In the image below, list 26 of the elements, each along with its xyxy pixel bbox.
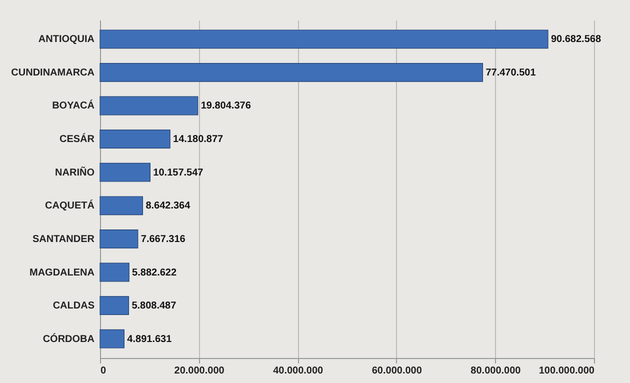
x-tick-label: 0 bbox=[100, 366, 106, 376]
y-tick-label: SANTANDER bbox=[32, 234, 96, 245]
data-label: 10.157.547 bbox=[153, 167, 204, 178]
y-tick-label: CALDAS bbox=[52, 300, 95, 312]
y-tick-label: CUNDINAMARCA bbox=[11, 67, 94, 78]
y-tick-label: BOYACÁ bbox=[52, 100, 94, 112]
x-tick-label: 60.000.000 bbox=[372, 366, 422, 376]
data-label: 14.180.877 bbox=[173, 134, 224, 146]
y-tick-label: NARIÑO bbox=[55, 166, 95, 178]
data-label: 7.667.316 bbox=[140, 234, 186, 245]
y-tick-label: ANTIOQUIA bbox=[38, 34, 94, 46]
x-tick-label: 40.000.000 bbox=[273, 366, 324, 376]
data-label: 4.891.631 bbox=[127, 334, 172, 345]
y-tick-label: CÓRDOBA bbox=[42, 332, 94, 345]
x-tick-label: 100.000.000 bbox=[538, 366, 595, 376]
y-tick-label: MAGDALENA bbox=[30, 267, 94, 278]
data-label: 5.882.622 bbox=[132, 267, 177, 278]
x-tick-label: 80.000.000 bbox=[470, 366, 522, 376]
y-tick-label: CESÁR bbox=[59, 133, 96, 146]
y-tick-label: CAQUETÁ bbox=[45, 200, 94, 212]
data-label: 8.642.364 bbox=[146, 200, 191, 212]
data-label: 90.682.568 bbox=[550, 34, 602, 46]
data-label: 77.470.501 bbox=[486, 67, 536, 78]
data-label: 19.804.376 bbox=[200, 100, 252, 112]
x-tick-label: 20.000.000 bbox=[174, 366, 225, 376]
data-label: 5.808.487 bbox=[132, 300, 177, 312]
